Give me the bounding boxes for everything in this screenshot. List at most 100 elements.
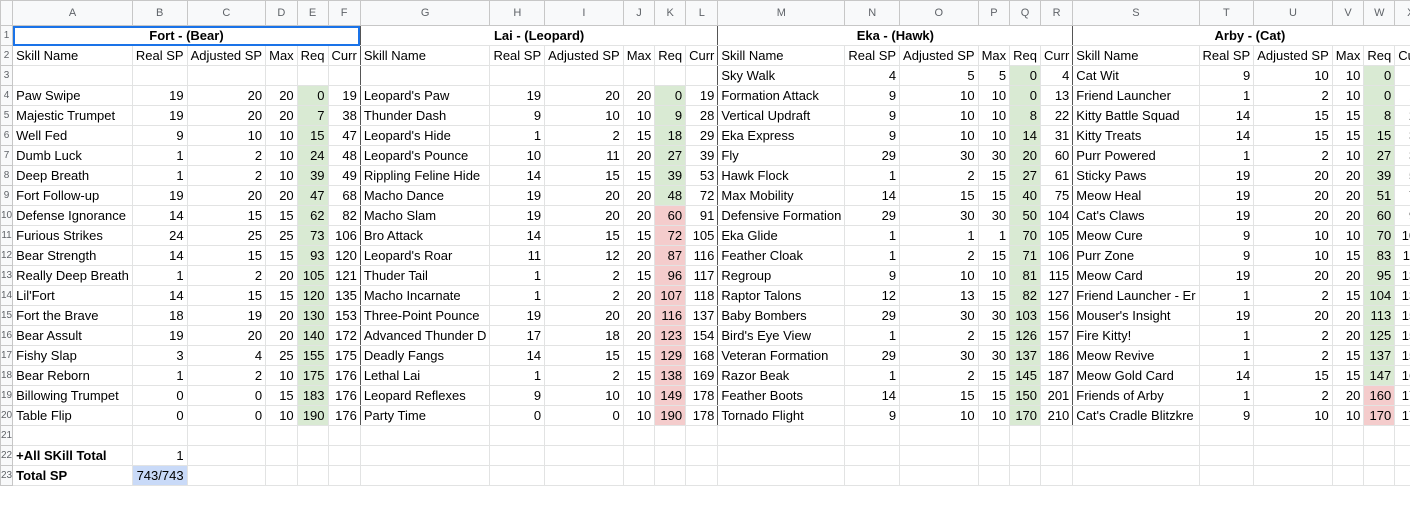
select-all-corner[interactable] [0, 0, 14, 26]
value-cell[interactable]: 20 [544, 85, 624, 106]
value-cell[interactable]: 29 [685, 125, 719, 146]
value-cell[interactable]: 1 [844, 165, 901, 186]
value-cell[interactable]: 9 [844, 265, 901, 286]
empty-cell[interactable] [1198, 445, 1255, 466]
value-cell[interactable]: 12 [844, 285, 901, 306]
row-header-19[interactable]: 19 [0, 385, 14, 406]
value-cell[interactable] [131, 65, 188, 86]
empty-cell[interactable] [1009, 445, 1042, 466]
value-cell[interactable]: 19 [1198, 185, 1255, 206]
value-cell[interactable]: 9 [844, 105, 901, 126]
value-cell[interactable]: 178 [685, 405, 719, 426]
value-cell[interactable]: 1 [844, 325, 901, 346]
value-cell[interactable]: 10 [265, 165, 298, 186]
value-cell[interactable]: 10 [977, 125, 1011, 146]
empty-cell[interactable] [1331, 465, 1365, 486]
skill-name-cell[interactable]: Formation Attack [717, 85, 846, 106]
value-cell[interactable]: 19 [131, 325, 188, 346]
row-header-3[interactable]: 3 [0, 65, 14, 86]
empty-cell[interactable] [844, 445, 901, 466]
empty-cell[interactable] [296, 465, 329, 486]
skill-name-cell[interactable]: Leopard's Roar [359, 245, 491, 266]
value-cell[interactable]: 154 [1394, 325, 1410, 346]
empty-cell[interactable] [717, 465, 846, 486]
column-header-a[interactable]: A [12, 0, 133, 26]
row-header-9[interactable]: 9 [0, 185, 14, 206]
skill-name-cell[interactable]: Really Deep Breath [12, 265, 133, 286]
value-cell[interactable]: 170 [1394, 385, 1410, 406]
value-cell[interactable]: 10 [186, 125, 267, 146]
value-cell[interactable]: 19 [186, 305, 267, 326]
value-cell[interactable]: 15 [1331, 285, 1365, 306]
value-cell[interactable]: 137 [1009, 345, 1042, 366]
skill-name-cell[interactable]: Sticky Paws [1072, 165, 1200, 186]
value-cell[interactable]: 10 [265, 365, 298, 386]
value-cell[interactable]: 120 [296, 285, 329, 306]
row-header-12[interactable]: 12 [0, 245, 14, 266]
value-cell[interactable]: 15 [622, 225, 656, 246]
value-cell[interactable]: 134 [1394, 285, 1410, 306]
value-cell[interactable]: 138 [654, 365, 687, 386]
value-cell[interactable]: 20 [622, 245, 656, 266]
empty-cell[interactable] [1394, 445, 1410, 466]
value-cell[interactable]: 157 [1040, 325, 1074, 346]
value-cell[interactable]: 48 [327, 145, 361, 166]
skill-name-cell[interactable]: Billowing Trumpet [12, 385, 133, 406]
skill-name-cell[interactable]: Purr Zone [1072, 245, 1200, 266]
row-header-7[interactable]: 7 [0, 145, 14, 166]
column-header-s[interactable]: S [1072, 0, 1200, 26]
skill-name-cell[interactable]: Three-Point Pounce [359, 305, 491, 326]
value-cell[interactable]: 121 [327, 265, 361, 286]
empty-cell[interactable] [622, 425, 656, 446]
value-cell[interactable]: 20 [1331, 385, 1365, 406]
value-cell[interactable]: 39 [1363, 165, 1396, 186]
skill-name-cell[interactable]: Razor Beak [717, 365, 846, 386]
skill-name-cell[interactable]: Table Flip [12, 405, 133, 426]
value-cell[interactable]: 15 [265, 245, 298, 266]
skill-name-cell[interactable]: Purr Powered [1072, 145, 1200, 166]
value-cell[interactable]: 19 [327, 85, 361, 106]
value-cell[interactable]: 15 [186, 285, 267, 306]
value-cell[interactable]: 20 [265, 105, 298, 126]
value-cell[interactable]: 2 [544, 265, 624, 286]
skill-name-cell[interactable]: Mouser's Insight [1072, 305, 1200, 326]
value-cell[interactable]: 14 [489, 225, 546, 246]
value-cell[interactable]: 10 [977, 265, 1011, 286]
value-cell[interactable]: 10 [977, 405, 1011, 426]
value-cell[interactable]: 18 [131, 305, 188, 326]
value-cell[interactable]: 95 [1363, 265, 1396, 286]
value-cell[interactable]: 0 [544, 405, 624, 426]
row-header-14[interactable]: 14 [0, 285, 14, 306]
empty-cell[interactable] [1040, 465, 1074, 486]
value-cell[interactable]: 2 [544, 365, 624, 386]
header-cell[interactable]: Adjusted SP [544, 45, 624, 66]
value-cell[interactable]: 15 [622, 345, 656, 366]
value-cell[interactable]: 155 [296, 345, 329, 366]
value-cell[interactable]: 20 [186, 85, 267, 106]
value-cell[interactable]: 2 [186, 265, 267, 286]
value-cell[interactable]: 103 [1009, 305, 1042, 326]
skill-name-cell[interactable]: Feather Cloak [717, 245, 846, 266]
value-cell[interactable]: 15 [977, 365, 1011, 386]
value-cell[interactable]: 27 [1363, 145, 1396, 166]
value-cell[interactable]: 2 [1253, 85, 1333, 106]
value-cell[interactable]: 1 [1198, 385, 1255, 406]
empty-cell[interactable] [899, 425, 979, 446]
value-cell[interactable]: 22 [1040, 105, 1074, 126]
header-cell[interactable]: Skill Name [717, 45, 846, 66]
column-header-l[interactable]: L [685, 0, 719, 26]
value-cell[interactable]: 29 [844, 305, 901, 326]
value-cell[interactable]: 1 [844, 225, 901, 246]
skill-name-cell[interactable]: Lil'Fort [12, 285, 133, 306]
value-cell[interactable]: 24 [1394, 105, 1410, 126]
value-cell[interactable]: 7 [296, 105, 329, 126]
value-cell[interactable]: 20 [1253, 165, 1333, 186]
value-cell[interactable]: 15 [622, 125, 656, 146]
value-cell[interactable] [296, 65, 329, 86]
skill-name-cell[interactable]: Bear Strength [12, 245, 133, 266]
value-cell[interactable]: 140 [296, 325, 329, 346]
value-cell[interactable]: 10 [265, 405, 298, 426]
empty-cell[interactable] [131, 425, 188, 446]
value-cell[interactable]: 135 [327, 285, 361, 306]
value-cell[interactable]: 72 [654, 225, 687, 246]
